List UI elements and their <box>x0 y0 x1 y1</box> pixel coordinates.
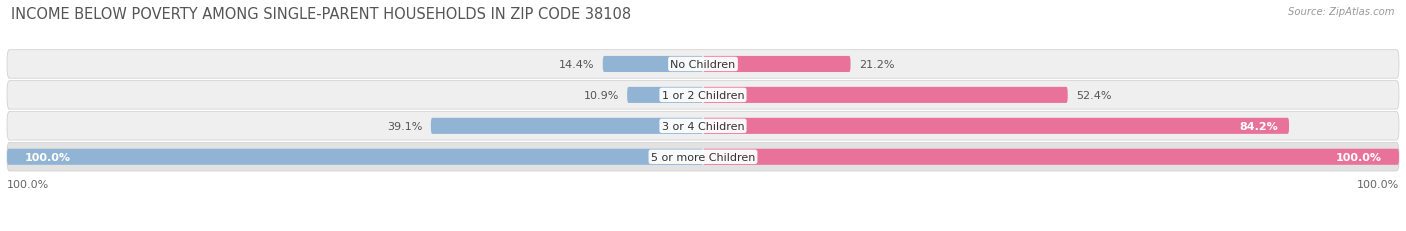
Text: 100.0%: 100.0% <box>7 179 49 189</box>
Text: 1 or 2 Children: 1 or 2 Children <box>662 91 744 100</box>
FancyBboxPatch shape <box>7 149 703 165</box>
Text: 100.0%: 100.0% <box>1357 179 1399 189</box>
Text: 39.1%: 39.1% <box>387 121 423 131</box>
Text: 3 or 4 Children: 3 or 4 Children <box>662 121 744 131</box>
FancyBboxPatch shape <box>7 112 1399 140</box>
Text: Source: ZipAtlas.com: Source: ZipAtlas.com <box>1288 7 1395 17</box>
Text: No Children: No Children <box>671 60 735 70</box>
FancyBboxPatch shape <box>703 57 851 73</box>
FancyBboxPatch shape <box>627 88 703 103</box>
Text: INCOME BELOW POVERTY AMONG SINGLE-PARENT HOUSEHOLDS IN ZIP CODE 38108: INCOME BELOW POVERTY AMONG SINGLE-PARENT… <box>11 7 631 22</box>
FancyBboxPatch shape <box>603 57 703 73</box>
FancyBboxPatch shape <box>7 143 1399 171</box>
FancyBboxPatch shape <box>703 149 1399 165</box>
Text: 5 or more Children: 5 or more Children <box>651 152 755 162</box>
FancyBboxPatch shape <box>430 118 703 134</box>
FancyBboxPatch shape <box>703 88 1067 103</box>
Text: 21.2%: 21.2% <box>859 60 894 70</box>
FancyBboxPatch shape <box>7 81 1399 110</box>
Text: 84.2%: 84.2% <box>1240 121 1278 131</box>
Text: 100.0%: 100.0% <box>24 152 70 162</box>
Text: 100.0%: 100.0% <box>1336 152 1382 162</box>
Text: 10.9%: 10.9% <box>583 91 619 100</box>
Text: 14.4%: 14.4% <box>560 60 595 70</box>
Text: 52.4%: 52.4% <box>1076 91 1112 100</box>
FancyBboxPatch shape <box>703 118 1289 134</box>
FancyBboxPatch shape <box>7 51 1399 79</box>
Legend: Single Father, Single Mother: Single Father, Single Mother <box>596 228 810 231</box>
